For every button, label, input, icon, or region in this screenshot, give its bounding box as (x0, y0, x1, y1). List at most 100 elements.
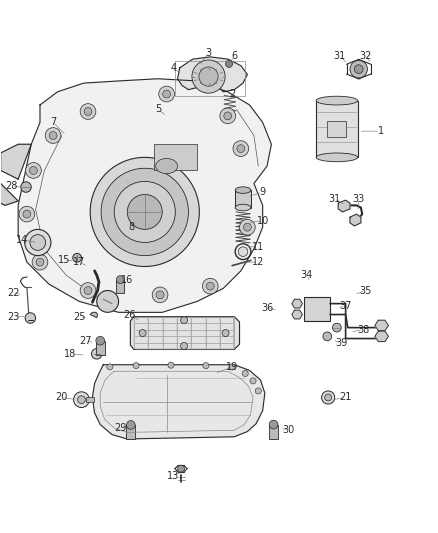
Circle shape (78, 395, 85, 403)
Ellipse shape (235, 187, 251, 193)
Bar (269, 425, 278, 439)
Circle shape (242, 370, 248, 376)
Polygon shape (292, 299, 302, 308)
Circle shape (25, 163, 41, 179)
Polygon shape (90, 312, 98, 318)
Bar (235, 190, 251, 207)
Circle shape (177, 465, 184, 472)
Text: 29: 29 (115, 423, 127, 433)
Circle shape (220, 108, 236, 124)
Text: 2: 2 (229, 89, 235, 99)
Circle shape (25, 313, 35, 323)
Circle shape (84, 108, 92, 116)
Text: 11: 11 (252, 242, 265, 252)
Circle shape (84, 287, 92, 294)
Text: 37: 37 (339, 301, 352, 311)
Circle shape (237, 144, 245, 152)
Circle shape (255, 388, 261, 394)
Circle shape (36, 258, 44, 266)
Text: 7: 7 (50, 117, 56, 127)
Circle shape (180, 343, 187, 350)
Circle shape (224, 112, 232, 120)
Circle shape (350, 60, 367, 78)
Bar (153, 144, 197, 171)
Text: 32: 32 (359, 51, 371, 61)
Text: 19: 19 (226, 362, 238, 372)
Text: 34: 34 (300, 270, 312, 280)
Polygon shape (292, 310, 302, 319)
Circle shape (74, 392, 89, 408)
Bar (304, 297, 330, 321)
Text: 21: 21 (339, 392, 352, 402)
Text: 8: 8 (129, 222, 135, 232)
Circle shape (199, 67, 218, 86)
Text: 14: 14 (16, 235, 28, 245)
Text: 35: 35 (359, 286, 371, 295)
Circle shape (240, 220, 255, 235)
Circle shape (226, 60, 233, 67)
Circle shape (80, 282, 96, 298)
Text: 16: 16 (121, 274, 134, 285)
Circle shape (229, 364, 235, 370)
Circle shape (238, 247, 248, 256)
Text: 39: 39 (335, 338, 347, 348)
Text: 6: 6 (231, 51, 237, 61)
Circle shape (354, 65, 363, 74)
Bar (316, 101, 357, 157)
Circle shape (25, 229, 51, 256)
Text: 33: 33 (353, 194, 365, 204)
Polygon shape (350, 214, 361, 226)
Circle shape (114, 181, 175, 243)
Circle shape (92, 349, 102, 359)
Circle shape (101, 168, 188, 256)
Circle shape (323, 332, 332, 341)
Bar (117, 280, 124, 293)
Text: 23: 23 (7, 312, 20, 322)
Circle shape (244, 223, 251, 231)
Text: 38: 38 (357, 325, 369, 335)
Circle shape (127, 195, 162, 229)
Circle shape (32, 254, 48, 270)
Text: 30: 30 (283, 425, 295, 435)
Text: 20: 20 (56, 392, 68, 402)
Bar (86, 398, 94, 402)
Circle shape (233, 141, 249, 157)
Text: 31: 31 (328, 194, 341, 204)
Text: 5: 5 (155, 104, 161, 114)
Polygon shape (18, 79, 272, 312)
Text: 12: 12 (252, 257, 265, 267)
Ellipse shape (316, 96, 357, 105)
Circle shape (127, 421, 135, 430)
Circle shape (19, 206, 35, 222)
Circle shape (192, 60, 225, 93)
Text: 13: 13 (167, 471, 179, 481)
Text: 28: 28 (5, 181, 18, 191)
Circle shape (23, 210, 31, 218)
Polygon shape (92, 365, 265, 439)
Text: 3: 3 (205, 49, 211, 59)
Text: 25: 25 (73, 312, 85, 322)
Circle shape (107, 364, 113, 370)
Text: 4: 4 (170, 63, 176, 73)
Circle shape (206, 282, 214, 290)
Circle shape (325, 394, 332, 401)
Circle shape (180, 317, 187, 324)
Circle shape (45, 128, 61, 143)
Text: 1: 1 (378, 126, 384, 136)
Circle shape (133, 362, 139, 369)
Text: 9: 9 (260, 187, 266, 197)
Bar (327, 121, 346, 137)
Polygon shape (131, 317, 240, 350)
Circle shape (117, 276, 124, 284)
Circle shape (203, 362, 209, 369)
Circle shape (159, 86, 174, 102)
Polygon shape (375, 331, 389, 342)
Circle shape (152, 287, 168, 303)
Text: 27: 27 (80, 336, 92, 346)
Polygon shape (1, 144, 31, 179)
Text: 26: 26 (124, 310, 136, 319)
Bar (127, 425, 135, 439)
Circle shape (162, 90, 170, 98)
Circle shape (269, 420, 278, 429)
Circle shape (96, 336, 105, 345)
